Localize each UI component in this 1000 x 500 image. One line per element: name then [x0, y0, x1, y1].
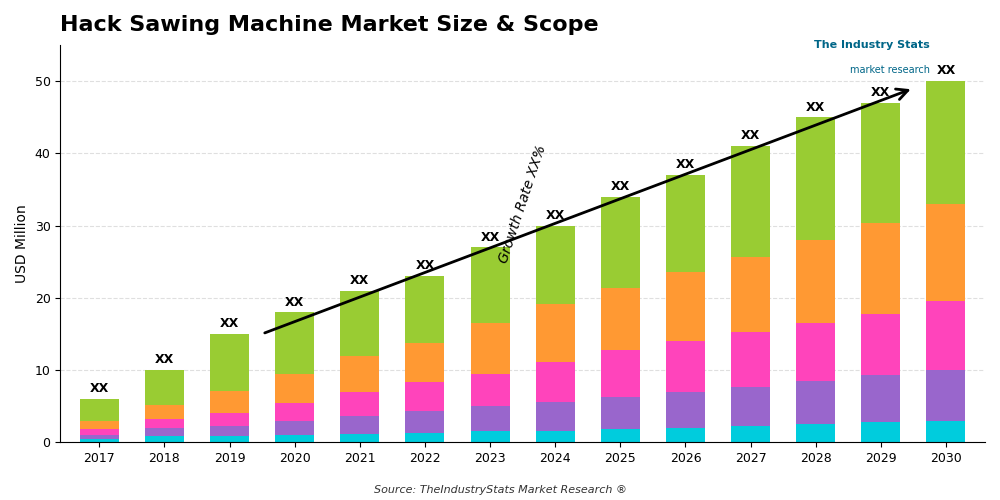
Text: XX: XX: [546, 209, 565, 222]
Bar: [731, 332, 770, 386]
Bar: [796, 424, 835, 442]
Bar: [210, 334, 249, 391]
Bar: [536, 402, 575, 430]
Bar: [471, 432, 510, 442]
Bar: [405, 411, 444, 433]
Text: XX: XX: [480, 230, 500, 243]
Bar: [405, 433, 444, 442]
Bar: [731, 386, 770, 426]
Bar: [731, 146, 770, 256]
Bar: [275, 420, 314, 435]
Bar: [601, 288, 640, 350]
Bar: [405, 382, 444, 411]
Bar: [80, 435, 119, 440]
Bar: [80, 440, 119, 442]
Bar: [210, 391, 249, 412]
Bar: [861, 422, 900, 442]
Bar: [210, 436, 249, 442]
Bar: [536, 226, 575, 304]
Bar: [340, 434, 379, 442]
Bar: [145, 419, 184, 428]
Bar: [275, 312, 314, 374]
Bar: [731, 426, 770, 442]
Bar: [210, 426, 249, 436]
Bar: [536, 304, 575, 362]
Bar: [536, 362, 575, 402]
Bar: [471, 247, 510, 323]
Bar: [601, 397, 640, 430]
Bar: [80, 399, 119, 420]
Bar: [601, 430, 640, 442]
Bar: [80, 420, 119, 430]
Bar: [666, 272, 705, 341]
Bar: [601, 350, 640, 397]
Bar: [340, 356, 379, 392]
Bar: [861, 375, 900, 422]
Bar: [926, 204, 965, 302]
Bar: [926, 81, 965, 204]
Bar: [275, 435, 314, 442]
Bar: [145, 428, 184, 436]
Bar: [145, 370, 184, 404]
Text: Source: TheIndustryStats Market Research ®: Source: TheIndustryStats Market Research…: [374, 485, 626, 495]
Bar: [601, 196, 640, 288]
Bar: [145, 404, 184, 419]
Text: XX: XX: [676, 158, 695, 172]
Text: XX: XX: [741, 130, 760, 142]
Bar: [796, 381, 835, 424]
Bar: [796, 323, 835, 381]
Text: XX: XX: [936, 64, 956, 78]
Bar: [210, 412, 249, 426]
Bar: [666, 341, 705, 392]
Text: XX: XX: [415, 260, 435, 272]
Text: XX: XX: [90, 382, 109, 396]
Bar: [666, 392, 705, 428]
Bar: [926, 370, 965, 420]
Bar: [731, 256, 770, 332]
Text: XX: XX: [871, 86, 890, 99]
Bar: [926, 420, 965, 442]
Bar: [340, 392, 379, 415]
Bar: [926, 302, 965, 370]
Bar: [666, 428, 705, 442]
Y-axis label: USD Million: USD Million: [15, 204, 29, 283]
Text: XX: XX: [611, 180, 630, 193]
Bar: [536, 430, 575, 442]
Text: XX: XX: [350, 274, 369, 287]
Text: Growth Rate XX%: Growth Rate XX%: [496, 143, 549, 264]
Text: Hack Sawing Machine Market Size & Scope: Hack Sawing Machine Market Size & Scope: [60, 15, 599, 35]
Bar: [340, 416, 379, 434]
Bar: [861, 102, 900, 224]
Bar: [80, 430, 119, 435]
Bar: [796, 117, 835, 240]
Bar: [275, 402, 314, 420]
Bar: [405, 276, 444, 342]
Bar: [796, 240, 835, 323]
Bar: [471, 406, 510, 431]
Text: XX: XX: [155, 354, 174, 366]
Text: XX: XX: [285, 296, 304, 308]
Bar: [666, 175, 705, 272]
Bar: [340, 290, 379, 356]
Text: XX: XX: [806, 100, 825, 114]
Text: The Industry Stats: The Industry Stats: [814, 40, 930, 50]
Bar: [405, 342, 444, 382]
Bar: [471, 323, 510, 374]
Text: XX: XX: [220, 318, 239, 330]
Bar: [861, 314, 900, 375]
Bar: [275, 374, 314, 402]
Text: market research: market research: [850, 65, 930, 75]
Bar: [861, 224, 900, 314]
Bar: [471, 374, 510, 406]
Bar: [145, 436, 184, 442]
